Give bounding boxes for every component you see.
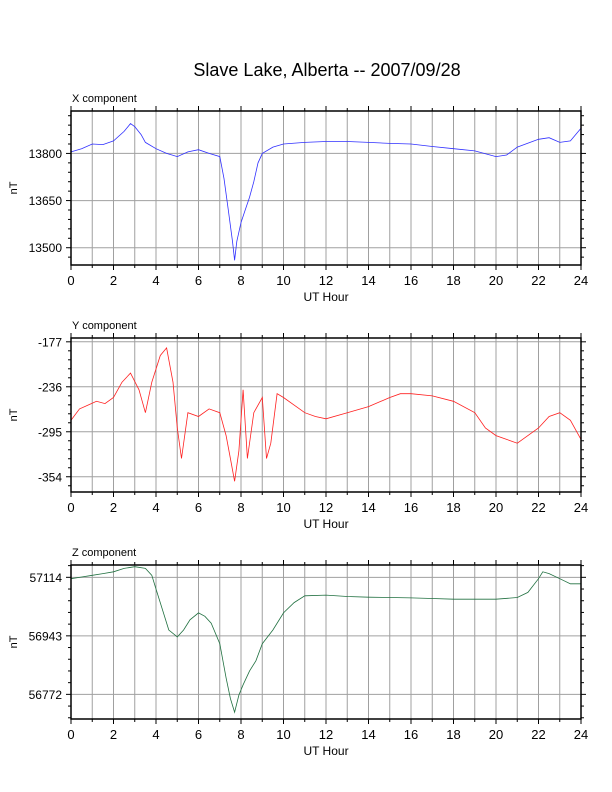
x-tick-label: 0 [67,727,74,742]
x-component-line [70,123,582,261]
grid-lines [71,111,581,265]
x-tick-label: 20 [489,273,503,288]
x-tick-label: 14 [361,727,375,742]
y-tick-labels: -177 -236 -295 -354 [38,335,62,484]
y-component-line [70,346,582,482]
y-tick-label: 13800 [29,147,63,161]
x-tick-label: 22 [531,500,545,515]
x-tick-label: 12 [319,727,333,742]
x-tick-label: 0 [67,273,74,288]
x-tick-label: 4 [152,273,159,288]
x-tick-label: 4 [152,500,159,515]
x-tick-label: 6 [195,727,202,742]
x-tick-label: 8 [237,727,244,742]
y-tick-labels: 57114 56943 56772 [29,571,63,702]
y-axis-label: nT [8,181,20,194]
x-axis-label: UT Hour [303,517,348,531]
z-component-line [70,566,581,714]
x-tick-label: 14 [361,500,375,515]
y-tick-label: 56943 [29,629,63,643]
x-axis-label: UT Hour [303,290,348,304]
x-tick-label: 20 [489,500,503,515]
x-tick-label: 10 [276,273,290,288]
x-tick-label: 10 [276,500,290,515]
y-axis-label: nT [8,408,20,421]
plot-frame [70,337,582,493]
x-tick-label: 16 [404,727,418,742]
panel-label: X component [72,93,137,105]
x-tick-label: 6 [195,273,202,288]
x-tick-label: 20 [489,727,503,742]
x-tick-label: 16 [404,273,418,288]
plot-frame [70,110,582,266]
x-tick-label: 14 [361,273,375,288]
panel-label: Y component [72,320,137,332]
y-tick-label: 56772 [29,688,63,702]
x-component-panel: X component 0 2 4 6 8 10 12 14 16 18 20 22 24 138001… [8,93,588,304]
x-tick-label: 24 [574,273,588,288]
x-tick-label: 0 [67,500,74,515]
y-tick-label: 57114 [30,571,63,585]
x-tick-label: 24 [574,727,588,742]
x-tick-label: 18 [446,500,460,515]
y-tick-labels: 13800 13650 13500 [29,147,63,255]
x-tick-label: 18 [446,273,460,288]
x-tick-label: 4 [152,727,159,742]
x-tick-labels: 0 2 4 6 8 10 12 14 16 18 20 22 24 [67,273,588,288]
x-tick-label: 22 [531,727,545,742]
x-tick-label: 24 [574,500,588,515]
x-tick-labels: 0 2 4 6 8 10 12 14 16 18 20 22 24 [67,727,588,742]
x-tick-label: 6 [195,500,202,515]
x-tick-label: 22 [531,273,545,288]
plot-frame [70,564,582,720]
y-tick-label: -295 [38,425,62,439]
x-tick-label: 2 [110,727,117,742]
grid-lines [71,565,581,719]
y-tick-label: 13500 [29,241,63,255]
x-tick-label: 8 [237,273,244,288]
y-tick-label: -354 [38,470,62,484]
x-tick-label: 12 [319,273,333,288]
x-tick-label: 2 [110,273,117,288]
y-tick-label: -177 [38,335,62,349]
z-component-panel: Z component 0 2 4 6 8 10 12 14 16 18 20 22 24 571145… [8,547,588,758]
y-tick-label: 13650 [29,194,63,208]
grid-lines [71,338,581,492]
y-component-panel: Y component 0 2 4 6 8 10 12 14 16 18 20 22 24 -177-2… [8,320,588,531]
y-tick-label: -236 [38,380,62,394]
x-axis-label: UT Hour [303,744,348,758]
figure-title: Slave Lake, Alberta -- 2007/09/28 [193,60,460,80]
x-tick-label: 16 [404,500,418,515]
x-tick-label: 2 [110,500,117,515]
x-tick-label: 8 [237,500,244,515]
x-tick-label: 18 [446,727,460,742]
x-tick-labels: 0 2 4 6 8 10 12 14 16 18 20 22 24 [67,500,588,515]
y-axis-label: nT [8,635,20,648]
panel-label: Z component [72,547,136,559]
x-tick-label: 10 [276,727,290,742]
x-tick-label: 12 [319,500,333,515]
